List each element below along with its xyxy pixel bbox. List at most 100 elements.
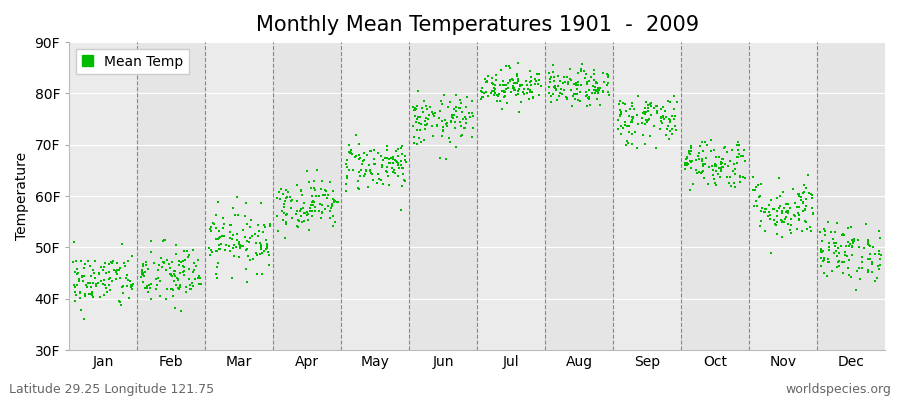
Point xyxy=(589,80,603,86)
Point xyxy=(322,208,337,214)
Point xyxy=(680,155,694,161)
Point xyxy=(573,89,588,95)
Point xyxy=(692,156,706,162)
Point xyxy=(153,293,167,299)
Point xyxy=(290,222,304,229)
Point xyxy=(134,274,148,281)
Point xyxy=(454,100,469,106)
Point xyxy=(386,156,400,162)
Point xyxy=(828,248,842,254)
Point xyxy=(256,222,271,228)
Point xyxy=(720,174,734,180)
Point xyxy=(553,90,567,97)
Point xyxy=(168,282,183,288)
Point xyxy=(353,155,367,161)
Point xyxy=(417,137,431,144)
Point xyxy=(581,93,596,100)
Point xyxy=(547,78,562,84)
Point xyxy=(410,126,425,133)
Point xyxy=(718,161,733,167)
Point xyxy=(173,284,187,290)
Point xyxy=(112,298,127,305)
Point xyxy=(248,230,262,237)
Point xyxy=(68,289,82,296)
Point xyxy=(599,82,614,88)
Point xyxy=(616,124,631,131)
Point xyxy=(788,212,802,219)
Point xyxy=(210,264,224,270)
Point xyxy=(87,275,102,282)
Point xyxy=(619,108,634,114)
Point xyxy=(76,278,90,284)
Point xyxy=(280,210,294,217)
Point xyxy=(363,148,377,154)
Point xyxy=(637,141,652,147)
Point xyxy=(523,74,537,80)
Point xyxy=(775,218,789,224)
Point xyxy=(762,202,777,208)
Point xyxy=(191,275,205,281)
Point xyxy=(783,227,797,233)
Point xyxy=(522,89,536,96)
Point xyxy=(364,171,379,178)
Point xyxy=(66,259,80,265)
Point xyxy=(872,228,886,234)
Point xyxy=(806,211,821,217)
Point xyxy=(67,281,81,288)
Point xyxy=(491,92,505,99)
Point xyxy=(493,98,508,104)
Point xyxy=(221,243,236,249)
Point xyxy=(341,167,356,173)
Point xyxy=(797,189,812,196)
Point xyxy=(82,290,96,297)
Point xyxy=(294,187,309,194)
Point xyxy=(714,159,728,166)
Point xyxy=(391,152,405,159)
Point xyxy=(695,158,709,164)
Point xyxy=(191,257,205,263)
Point xyxy=(761,208,776,215)
Point xyxy=(406,123,420,129)
Point xyxy=(564,102,579,109)
Point xyxy=(550,97,564,104)
Point xyxy=(160,286,175,292)
Point xyxy=(803,224,817,230)
Point xyxy=(454,133,468,140)
Point xyxy=(596,88,610,94)
Point xyxy=(816,248,831,254)
Point xyxy=(613,98,627,104)
Point xyxy=(102,261,116,267)
Point xyxy=(503,78,517,84)
Point xyxy=(757,209,771,216)
Point xyxy=(81,258,95,264)
Point xyxy=(419,121,434,128)
Point xyxy=(276,216,291,223)
Point xyxy=(120,272,134,278)
Point xyxy=(112,274,127,281)
Point xyxy=(626,114,640,120)
Point xyxy=(395,143,410,149)
Point xyxy=(681,161,696,168)
Point xyxy=(280,194,294,201)
Point xyxy=(804,191,818,198)
Point xyxy=(738,158,752,164)
Point xyxy=(178,256,193,263)
Point xyxy=(772,192,787,199)
Point xyxy=(806,194,820,201)
Text: Latitude 29.25 Longitude 121.75: Latitude 29.25 Longitude 121.75 xyxy=(9,383,214,396)
Point xyxy=(300,212,314,218)
Point xyxy=(84,291,98,298)
Point xyxy=(236,243,250,249)
Point xyxy=(136,279,150,286)
Point xyxy=(394,162,409,169)
Point xyxy=(769,220,783,227)
Point xyxy=(778,216,792,222)
Point xyxy=(860,241,875,247)
Point xyxy=(77,260,92,267)
Point xyxy=(83,263,97,269)
Point xyxy=(590,85,605,91)
Point xyxy=(253,250,267,257)
Point xyxy=(209,248,223,254)
Point xyxy=(352,152,366,158)
Point xyxy=(408,107,422,113)
